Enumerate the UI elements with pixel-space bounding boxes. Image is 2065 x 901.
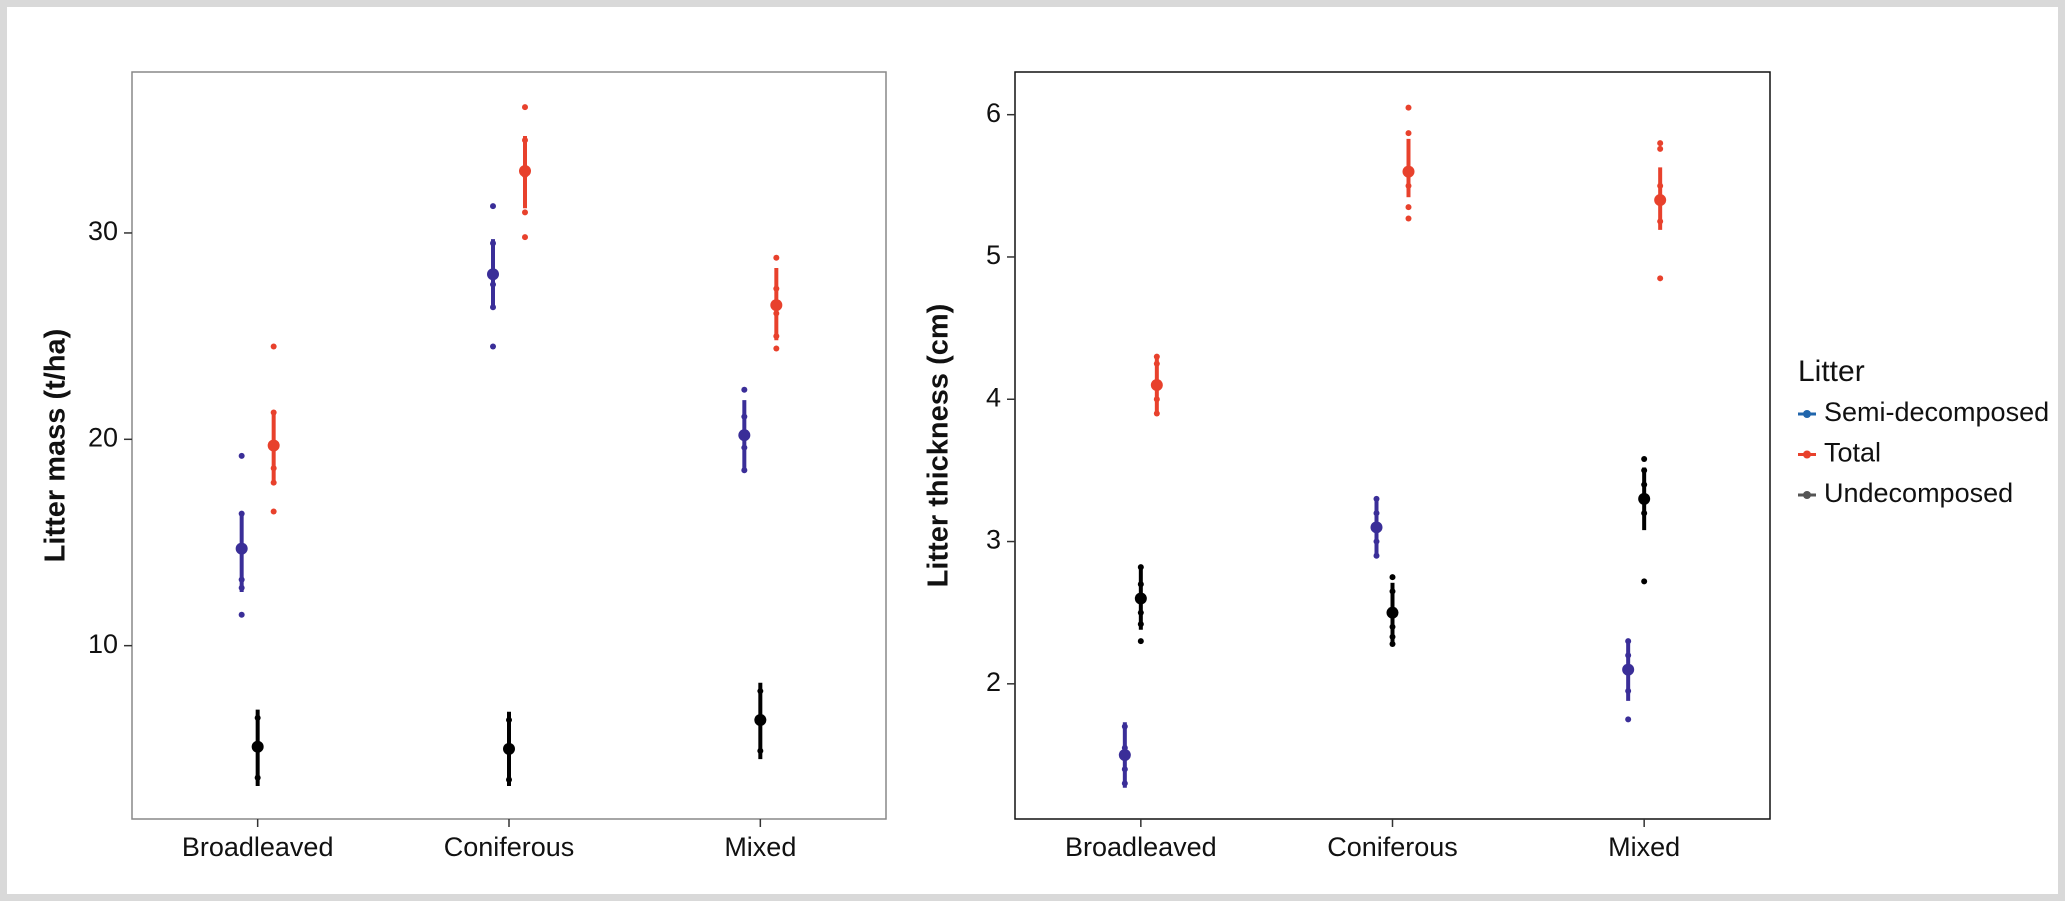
y-tick-label: 4: [986, 382, 1001, 412]
mean-point: [503, 742, 515, 755]
legend-swatch-dot: [1803, 450, 1811, 459]
raw-point: [238, 452, 245, 459]
raw-point: [270, 479, 277, 486]
y-tick-label: 30: [88, 216, 118, 246]
y-tick-label: 5: [986, 240, 1001, 270]
legend-label: Semi-decomposed: [1824, 397, 2049, 427]
x-tick-label: Coniferous: [444, 832, 575, 862]
x-tick-label: Mixed: [724, 832, 796, 862]
raw-point: [522, 234, 528, 241]
mean-point: [1654, 194, 1667, 207]
mean-point: [1638, 492, 1651, 505]
mean-point: [487, 268, 499, 281]
y-axis-title: Litter mass (t/ha): [40, 329, 72, 563]
raw-point: [1657, 275, 1664, 282]
raw-point: [1405, 204, 1412, 211]
raw-point: [773, 254, 780, 261]
x-tick-label: Broadleaved: [182, 832, 334, 862]
raw-point: [1389, 574, 1396, 581]
mean-point: [1118, 748, 1131, 761]
raw-point: [1657, 140, 1664, 147]
raw-point: [1405, 130, 1412, 137]
x-tick-label: Broadleaved: [1065, 832, 1217, 862]
mean-point: [267, 439, 280, 452]
mean-point: [1150, 379, 1163, 392]
raw-point: [238, 611, 245, 618]
mean-point: [1386, 606, 1399, 619]
y-tick-label: 10: [88, 629, 118, 659]
raw-point: [522, 209, 528, 216]
legend-title: Litter: [1798, 355, 1865, 388]
raw-point: [1657, 145, 1664, 152]
raw-point: [522, 104, 528, 111]
y-tick-label: 3: [986, 525, 1001, 555]
mean-point: [738, 429, 751, 442]
mean-point: [1370, 521, 1383, 534]
mean-point: [251, 740, 264, 753]
mean-point: [519, 165, 531, 178]
raw-point: [773, 345, 780, 352]
legend-swatch-dot: [1803, 491, 1811, 499]
y-tick-label: 2: [986, 667, 1001, 697]
raw-point: [1625, 716, 1632, 723]
y-axis-title: Litter thickness (cm): [923, 304, 955, 588]
raw-point: [1405, 104, 1412, 111]
mean-point: [1402, 165, 1415, 178]
mean-point: [1622, 663, 1635, 676]
mean-point: [235, 542, 248, 555]
x-tick-label: Mixed: [1608, 832, 1680, 862]
legend-label: Total: [1824, 438, 1881, 468]
y-tick-label: 20: [88, 422, 118, 452]
raw-point: [490, 203, 496, 210]
raw-point: [741, 386, 748, 393]
y-tick-label: 6: [986, 98, 1001, 128]
mean-point: [770, 299, 783, 312]
raw-point: [270, 508, 277, 515]
mean-point: [754, 713, 767, 726]
mean-point: [1134, 592, 1147, 605]
raw-point: [1641, 578, 1648, 585]
background: [7, 7, 2058, 894]
raw-point: [1137, 638, 1144, 645]
raw-point: [490, 343, 496, 350]
x-tick-label: Coniferous: [1327, 832, 1458, 862]
raw-point: [1405, 215, 1412, 222]
raw-point: [270, 343, 277, 350]
raw-point: [1641, 456, 1648, 463]
legend-label: Undecomposed: [1824, 478, 2013, 508]
legend-swatch-dot: [1803, 410, 1811, 418]
